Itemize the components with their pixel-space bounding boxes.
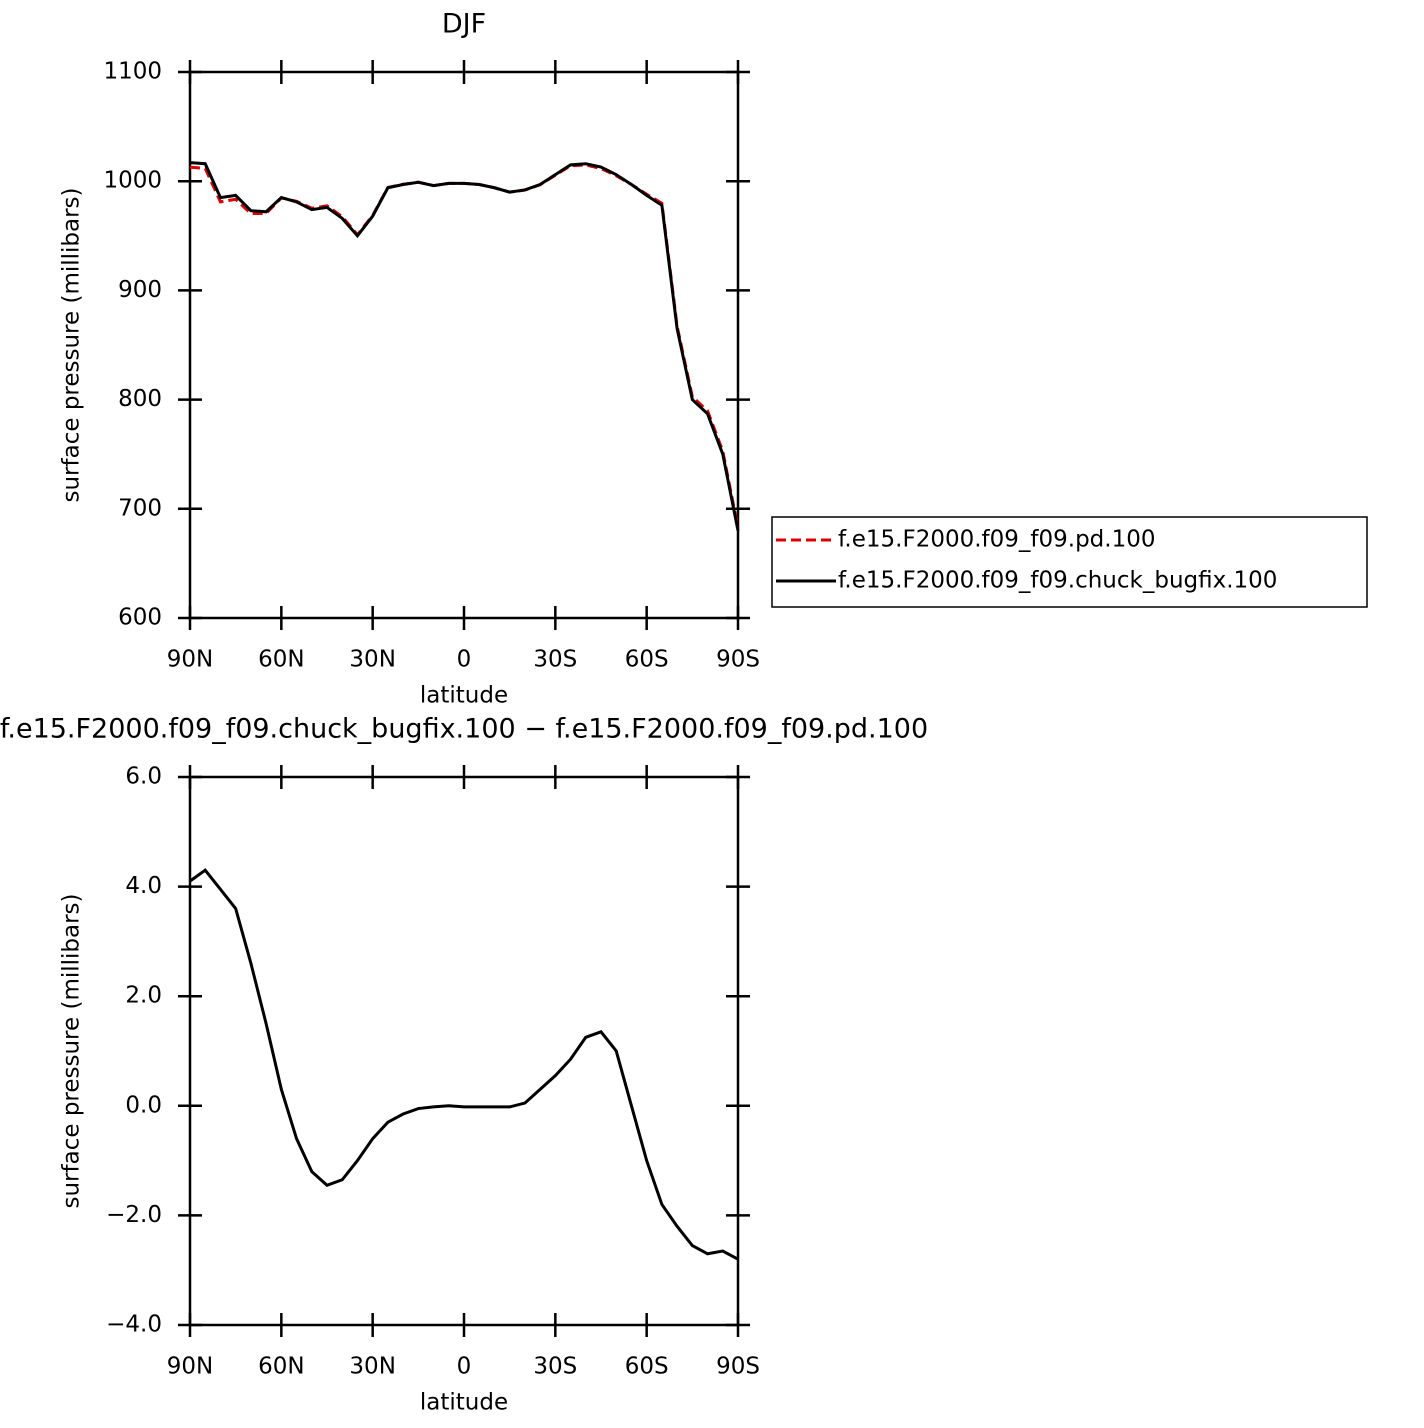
y-tick-label: 4.0 (125, 873, 162, 899)
chart-title: DJF (442, 9, 486, 40)
y-tick-label: −4.0 (106, 1312, 162, 1338)
x-tick-label: 30N (349, 1354, 395, 1380)
x-tick-label: 30S (533, 647, 577, 673)
legend-box (771, 516, 1368, 608)
x-tick-label: 90S (716, 647, 760, 673)
plot-frame (188, 70, 740, 620)
data-line (189, 163, 740, 528)
y-tick-label: 800 (118, 386, 162, 412)
y-tick-label: 6.0 (125, 764, 162, 790)
x-axis-label: latitude (420, 1390, 508, 1416)
y-axis-label: surface pressure (millibars) (59, 893, 85, 1208)
x-tick-label: 90S (716, 1354, 760, 1380)
legend-label: f.e15.F2000.f09_f09.chuck_bugfix.100 (838, 568, 1277, 594)
x-tick-label: 0 (457, 647, 472, 673)
chart-title: f.e15.F2000.f09_f09.chuck_bugfix.100 − f… (0, 714, 928, 745)
legend-label: f.e15.F2000.f09_f09.pd.100 (838, 527, 1156, 553)
y-tick-label: 0.0 (125, 1092, 162, 1118)
y-tick-label: −2.0 (106, 1202, 162, 1228)
y-tick-label: 1000 (103, 168, 162, 194)
x-tick-label: 60S (625, 1354, 669, 1380)
y-tick-label: 1100 (103, 59, 162, 85)
y-axis-label: surface pressure (millibars) (59, 187, 85, 502)
y-tick-label: 900 (118, 277, 162, 303)
x-tick-label: 90N (167, 1354, 213, 1380)
x-tick-label: 60N (258, 1354, 304, 1380)
x-tick-label: 30N (349, 647, 395, 673)
data-line (189, 161, 740, 531)
x-tick-label: 0 (457, 1354, 472, 1380)
x-tick-label: 90N (167, 647, 213, 673)
x-tick-label: 60N (258, 647, 304, 673)
y-tick-label: 2.0 (125, 983, 162, 1009)
x-axis-label: latitude (420, 683, 508, 709)
y-tick-label: 600 (118, 605, 162, 631)
x-tick-label: 60S (625, 647, 669, 673)
x-tick-label: 30S (533, 1354, 577, 1380)
data-line (189, 868, 739, 1261)
y-tick-label: 700 (118, 495, 162, 521)
